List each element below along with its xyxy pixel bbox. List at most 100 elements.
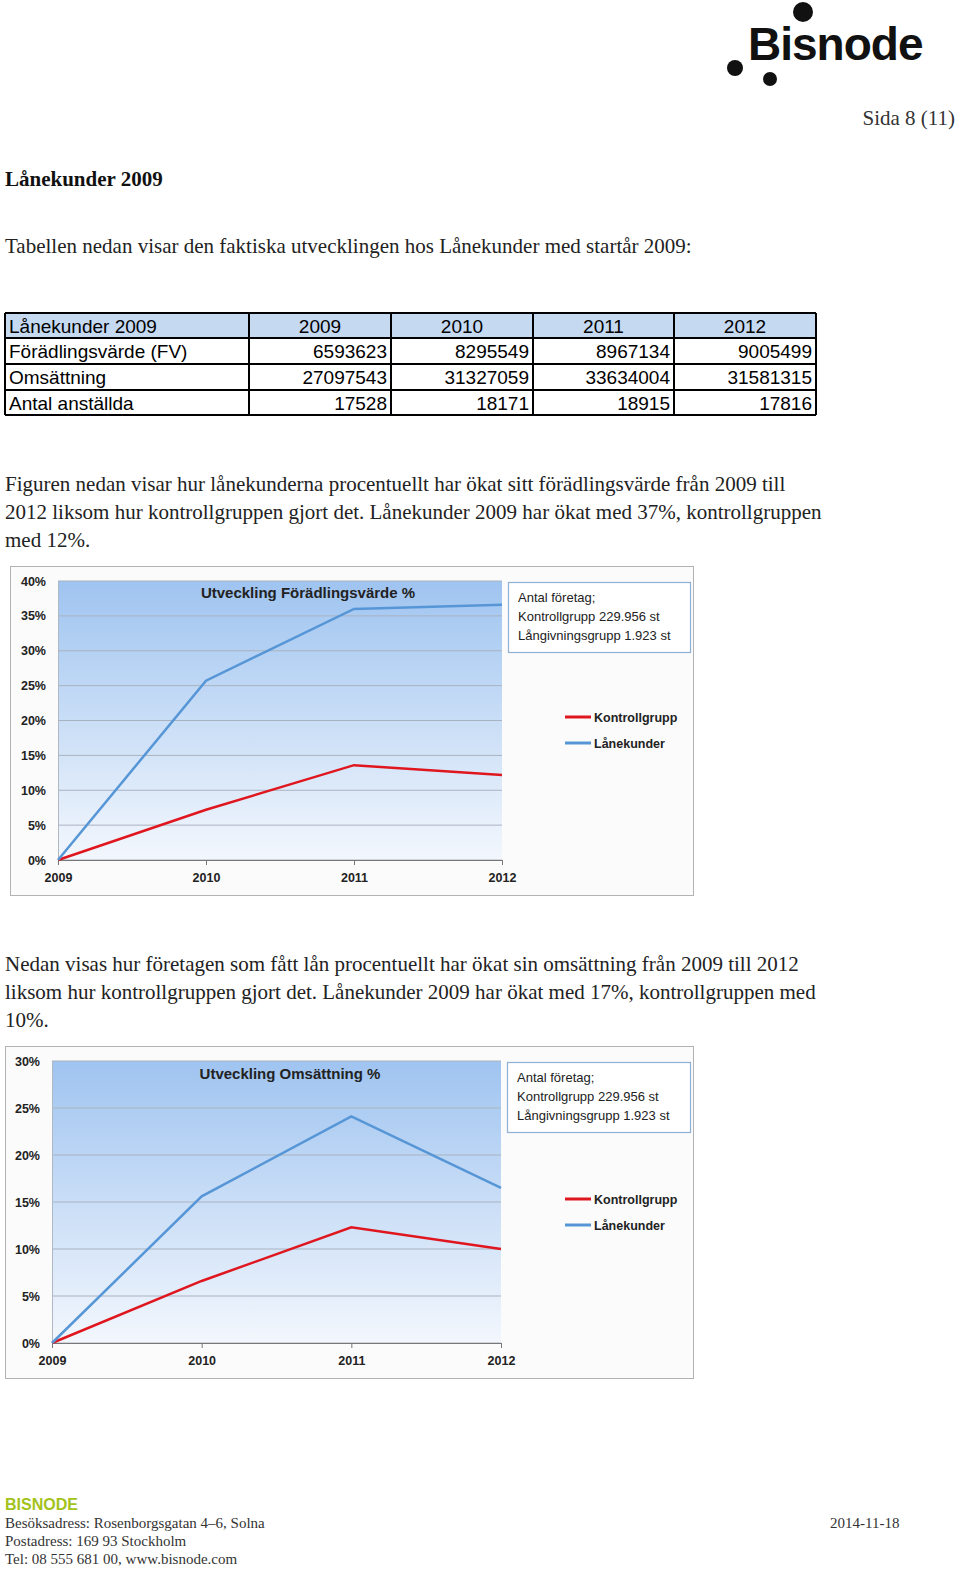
grid-line [58, 615, 502, 616]
y-axis-line [58, 582, 59, 861]
legend-label: Kontrollgrupp [594, 1193, 678, 1207]
table-cell: Antal anställda [9, 393, 134, 414]
lines [52, 1116, 501, 1343]
x-tick-label: 2009 [39, 1354, 67, 1368]
info-text: Kontrollgrupp 229.956 st [518, 609, 660, 624]
table-rule [532, 313, 534, 415]
info-text: Antal företag; [517, 1070, 594, 1085]
grid-line [58, 685, 502, 686]
y-axis: 0% 5% 10% 15% 20% 25% 30% [15, 1055, 53, 1351]
y-tick: 30% [15, 1055, 52, 1069]
info-text: Kontrollgrupp 229.956 st [517, 1089, 659, 1104]
grid-line [52, 1249, 501, 1250]
table-cell: 8967134 [596, 341, 670, 362]
x-tick: 2009 [39, 1343, 67, 1368]
grid-line [58, 720, 502, 721]
table-cell: 9005499 [738, 341, 812, 362]
grid [58, 581, 502, 860]
y-tick-label: 15% [21, 749, 46, 763]
chart-frame [6, 1047, 694, 1379]
y-tick: 25% [15, 1102, 52, 1116]
footer-line: Postadress: 169 93 Stockholm [5, 1533, 187, 1549]
legend-swatch [565, 1198, 591, 1201]
footer-company: BISNODE [5, 1496, 78, 1513]
y-tick-label: 20% [15, 1149, 40, 1163]
plot-area [58, 581, 502, 860]
legend-swatch [565, 716, 591, 719]
paragraph-line: Nedan visas hur företagen som fått lån p… [5, 952, 799, 976]
y-tick: 10% [21, 784, 58, 798]
logo-text: Bisnode [748, 18, 923, 70]
x-tick-label: 2012 [489, 871, 517, 885]
y-tick-label: 10% [15, 1243, 40, 1257]
x-tick: 2011 [338, 1343, 365, 1368]
footer: BISNODE Besöksadress: Rosenborgsgatan 4–6… [5, 1496, 899, 1567]
x-axis: 2009 2010 2011 2012 [45, 860, 517, 885]
y-tick: 15% [21, 749, 58, 763]
y-tick: 30% [21, 644, 58, 658]
info-box-frame [508, 1063, 691, 1133]
y-tick: 35% [21, 609, 58, 623]
table-rule [5, 312, 816, 314]
logo-dot [727, 60, 743, 76]
y-tick-label: 25% [21, 679, 46, 693]
grid [52, 1061, 501, 1343]
y-tick: 20% [15, 1149, 52, 1163]
table-cell: 17528 [334, 393, 387, 414]
intro: Tabellen nedan visar den faktiska utveck… [5, 234, 692, 258]
x-axis-line [59, 861, 503, 866]
x-tick: 2009 [45, 860, 73, 885]
paragraph-line: 10%. [5, 1008, 49, 1032]
x-tick: 2010 [188, 1343, 216, 1368]
y-axis: 0%5%10%15%20%25%30%35%40% [21, 575, 59, 868]
table-cell: 17816 [759, 393, 812, 414]
plot-area [52, 1061, 501, 1343]
logo-dot [763, 72, 777, 86]
x-tick-label: 2012 [488, 1354, 516, 1368]
info-box: Antal företag;Kontrollgrupp 229.956 stLå… [509, 583, 691, 653]
y-tick-label: 0% [22, 1337, 40, 1351]
y-tick: 0% [28, 854, 58, 868]
table-header: 2009 [299, 316, 341, 337]
table-header: 2012 [724, 316, 766, 337]
grid-line [52, 1061, 501, 1062]
info-box-frame [509, 583, 691, 653]
y-tick: 5% [28, 819, 58, 833]
table-cell: 27097543 [302, 367, 387, 388]
table-rule [4, 313, 6, 415]
page: BisnodeSida 8 (11)Lånekunder 2009Tabelle… [0, 0, 960, 1575]
table: Lånekunder 20092009201020112012Förädling… [5, 313, 816, 415]
table-rule [5, 389, 816, 391]
chart-title: Utveckling Omsättning % [200, 1065, 381, 1082]
x-tick-mark [206, 860, 207, 865]
heading: Lånekunder 2009 [5, 167, 163, 191]
table-rule [248, 313, 250, 415]
grid-line [52, 1202, 501, 1203]
y-tick-label: 10% [21, 784, 46, 798]
y-tick-label: 25% [15, 1102, 40, 1116]
footer-line: Tel: 08 555 681 00, www.bisnode.com [5, 1551, 237, 1567]
table-rule [5, 337, 816, 339]
y-tick: 10% [15, 1243, 52, 1257]
table-cell: 8295549 [455, 341, 529, 362]
table-rule [5, 363, 816, 365]
x-tick-label: 2009 [45, 871, 73, 885]
table-header: Lånekunder 2009 [9, 316, 157, 337]
y-tick-label: 30% [15, 1055, 40, 1069]
footer-line: Besöksadress: Rosenborgsgatan 4–6, Solna [5, 1515, 265, 1531]
grid-line [58, 790, 502, 791]
y-tick: 25% [21, 679, 58, 693]
series-line [52, 1227, 501, 1343]
x-tick-mark [351, 1343, 352, 1348]
y-tick-label: 30% [21, 644, 46, 658]
legend-label: Lånekunder [594, 1219, 665, 1233]
x-tick: 2011 [341, 860, 368, 885]
x-axis: 2009 2010 2011 2012 [39, 1343, 516, 1368]
series-line [52, 1116, 501, 1343]
y-tick: 5% [22, 1290, 52, 1304]
x-tick-label: 2011 [338, 1354, 365, 1368]
table-cell: Förädlingsvärde (FV) [9, 341, 187, 362]
x-tick: 2010 [193, 860, 221, 885]
x-tick-mark [354, 860, 355, 865]
y-tick-label: 15% [15, 1196, 40, 1210]
